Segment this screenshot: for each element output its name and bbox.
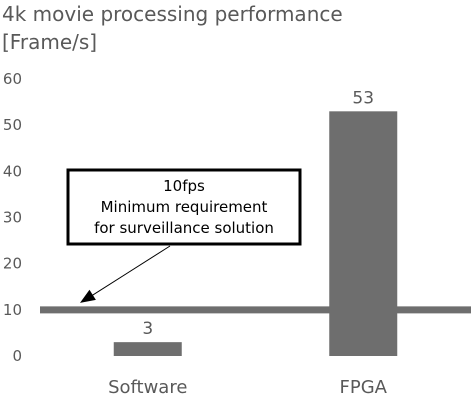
bar-fpga xyxy=(329,111,398,356)
chart-title: 4k movie processing performance xyxy=(2,2,343,26)
callout-text-line: 10fps xyxy=(163,177,205,195)
bar-software xyxy=(113,342,182,356)
x-axis: Software FPGA xyxy=(108,377,388,398)
callout: 10fps Minimum requirement for surveillance… xyxy=(66,168,302,303)
x-tick-label: FPGA xyxy=(340,377,388,398)
y-tick-label: 20 xyxy=(3,255,22,273)
callout-arrow-shaft xyxy=(89,245,171,298)
y-axis: 0 10 20 30 40 50 60 xyxy=(3,70,22,365)
data-label: 53 xyxy=(352,88,374,108)
data-label: 3 xyxy=(142,319,153,339)
y-tick-label: 0 xyxy=(12,347,22,365)
callout-arrow-head xyxy=(80,289,96,303)
bar-series: 3 53 xyxy=(113,88,398,356)
callout-box xyxy=(66,168,302,246)
y-tick-label: 60 xyxy=(3,70,22,88)
callout-text-line: Minimum requirement xyxy=(101,198,268,216)
y-tick-label: 40 xyxy=(3,162,22,180)
y-tick-label: 10 xyxy=(3,301,22,319)
y-tick-label: 30 xyxy=(3,209,22,227)
y-tick-label: 50 xyxy=(3,116,22,134)
callout-text-line: for surveillance solution xyxy=(94,219,274,237)
x-tick-label: Software xyxy=(108,377,187,398)
chart-subtitle: [Frame/s] xyxy=(2,30,97,54)
